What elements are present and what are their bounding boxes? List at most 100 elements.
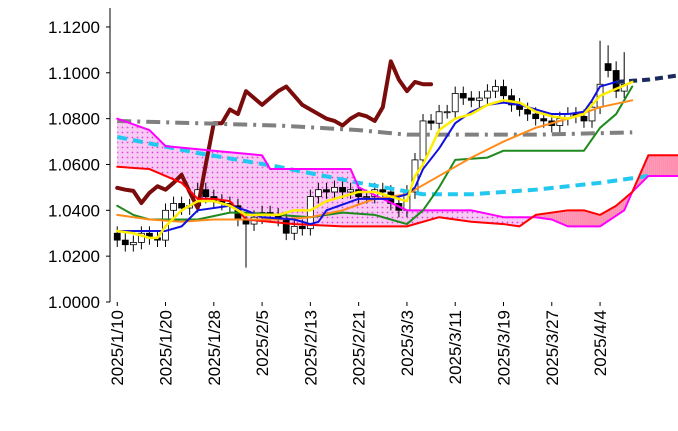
cloud-fill	[469, 210, 472, 222]
cloud-fill	[583, 210, 586, 227]
cloud-fill	[479, 212, 482, 223]
cloud-fill	[316, 169, 319, 226]
cloud-fill	[320, 169, 323, 226]
cloud-fill	[260, 155, 263, 222]
cloud-fill	[650, 155, 653, 176]
series-line	[116, 135, 649, 197]
cloud-fill	[660, 155, 663, 176]
cloud-fill	[378, 196, 381, 227]
candle-body	[467, 97, 475, 101]
candle-body	[419, 120, 427, 161]
cloud-fill	[376, 195, 379, 227]
cloud-fill	[435, 210, 438, 219]
cloud-fill	[173, 146, 176, 181]
candle-body	[282, 219, 290, 234]
cloud-fill	[139, 126, 142, 169]
cloud-fill	[600, 213, 603, 227]
candle-body	[427, 120, 435, 124]
cloud-fill	[507, 217, 510, 225]
cloud-fill	[191, 148, 194, 195]
cloud-fill	[501, 216, 504, 225]
cloud-fill	[477, 211, 480, 223]
cloud-fill	[366, 191, 369, 227]
x-tick-label: 2025/3/27	[543, 310, 562, 386]
cloud-fill	[668, 155, 671, 176]
cloud-fill	[187, 148, 190, 191]
cloud-fill	[431, 210, 434, 220]
candle-body	[298, 225, 306, 230]
cloud-fill	[551, 212, 554, 221]
cloud-fill	[443, 210, 446, 219]
candle-body	[524, 109, 532, 115]
cloud-fill	[459, 210, 462, 221]
cloud-fill	[577, 210, 580, 227]
cloud-fill	[656, 155, 659, 176]
cloud-fill	[449, 210, 452, 219]
cloud-fill	[408, 210, 411, 226]
cloud-fill	[221, 151, 224, 201]
cloud-fill	[664, 155, 667, 176]
cloud-fill	[499, 216, 502, 224]
cloud-fill	[250, 154, 253, 221]
cloud-fill	[493, 215, 496, 224]
cloud-fill	[159, 140, 162, 175]
cloud-fill	[227, 152, 230, 202]
cloud-fill	[557, 211, 560, 223]
x-tick-label: 2025/4/4	[591, 310, 610, 376]
cloud-fill	[594, 213, 597, 227]
cloud-fill	[314, 169, 317, 226]
cloud-fill	[467, 210, 470, 222]
cloud-fill	[167, 146, 170, 178]
cloud-fill	[575, 210, 578, 227]
cloud-fill	[571, 210, 574, 227]
x-tick-label: 2025/1/28	[205, 310, 224, 386]
cloud-fill	[604, 211, 607, 224]
cloud-fill	[421, 210, 424, 223]
candle-body	[588, 106, 596, 122]
cloud-fill	[223, 151, 226, 201]
cloud-fill	[145, 128, 148, 169]
cloud-fill	[129, 122, 132, 168]
cloud-fill	[358, 187, 361, 227]
cloud-fill	[237, 153, 240, 213]
cloud-fill	[455, 210, 458, 220]
cloud-fill	[225, 151, 228, 201]
cloud-fill	[587, 211, 590, 227]
series-line	[117, 118, 633, 137]
cloud-fill	[437, 210, 440, 218]
cloud-fill	[573, 210, 576, 227]
cloud-fill	[382, 198, 385, 227]
cloud-fill	[209, 150, 212, 199]
x-tick-label: 2025/2/13	[301, 310, 320, 386]
cloud-fill	[581, 210, 584, 227]
candle-body	[492, 86, 499, 92]
cloud-fill	[288, 169, 291, 224]
cloud-fill	[131, 123, 134, 168]
candle-body	[129, 242, 137, 246]
candle-body	[580, 115, 588, 122]
candle-body	[323, 189, 330, 193]
cloud-fill	[648, 155, 651, 176]
candle-body	[379, 189, 387, 193]
cloud-fill	[161, 142, 164, 176]
cloud-fill	[427, 210, 430, 221]
cloud-fill	[241, 153, 244, 218]
cloud-fill	[117, 118, 120, 167]
cloud-fill	[457, 210, 460, 221]
candle-body	[435, 111, 443, 124]
cloud-fill	[175, 147, 178, 182]
cloud-fill	[123, 120, 126, 168]
cloud-fill	[344, 169, 347, 227]
cloud-fill	[264, 158, 267, 222]
cloud-fill	[652, 155, 655, 176]
cloud-fill	[372, 194, 375, 227]
x-tick-label: 2025/2/21	[350, 310, 369, 386]
cloud-fill	[274, 169, 277, 223]
cloud-fill	[503, 217, 506, 225]
cloud-fill	[497, 215, 500, 224]
x-tick-label: 2025/1/20	[157, 310, 176, 386]
candle-body	[475, 97, 483, 101]
candle-body	[113, 232, 121, 241]
cloud-fill	[360, 188, 363, 227]
